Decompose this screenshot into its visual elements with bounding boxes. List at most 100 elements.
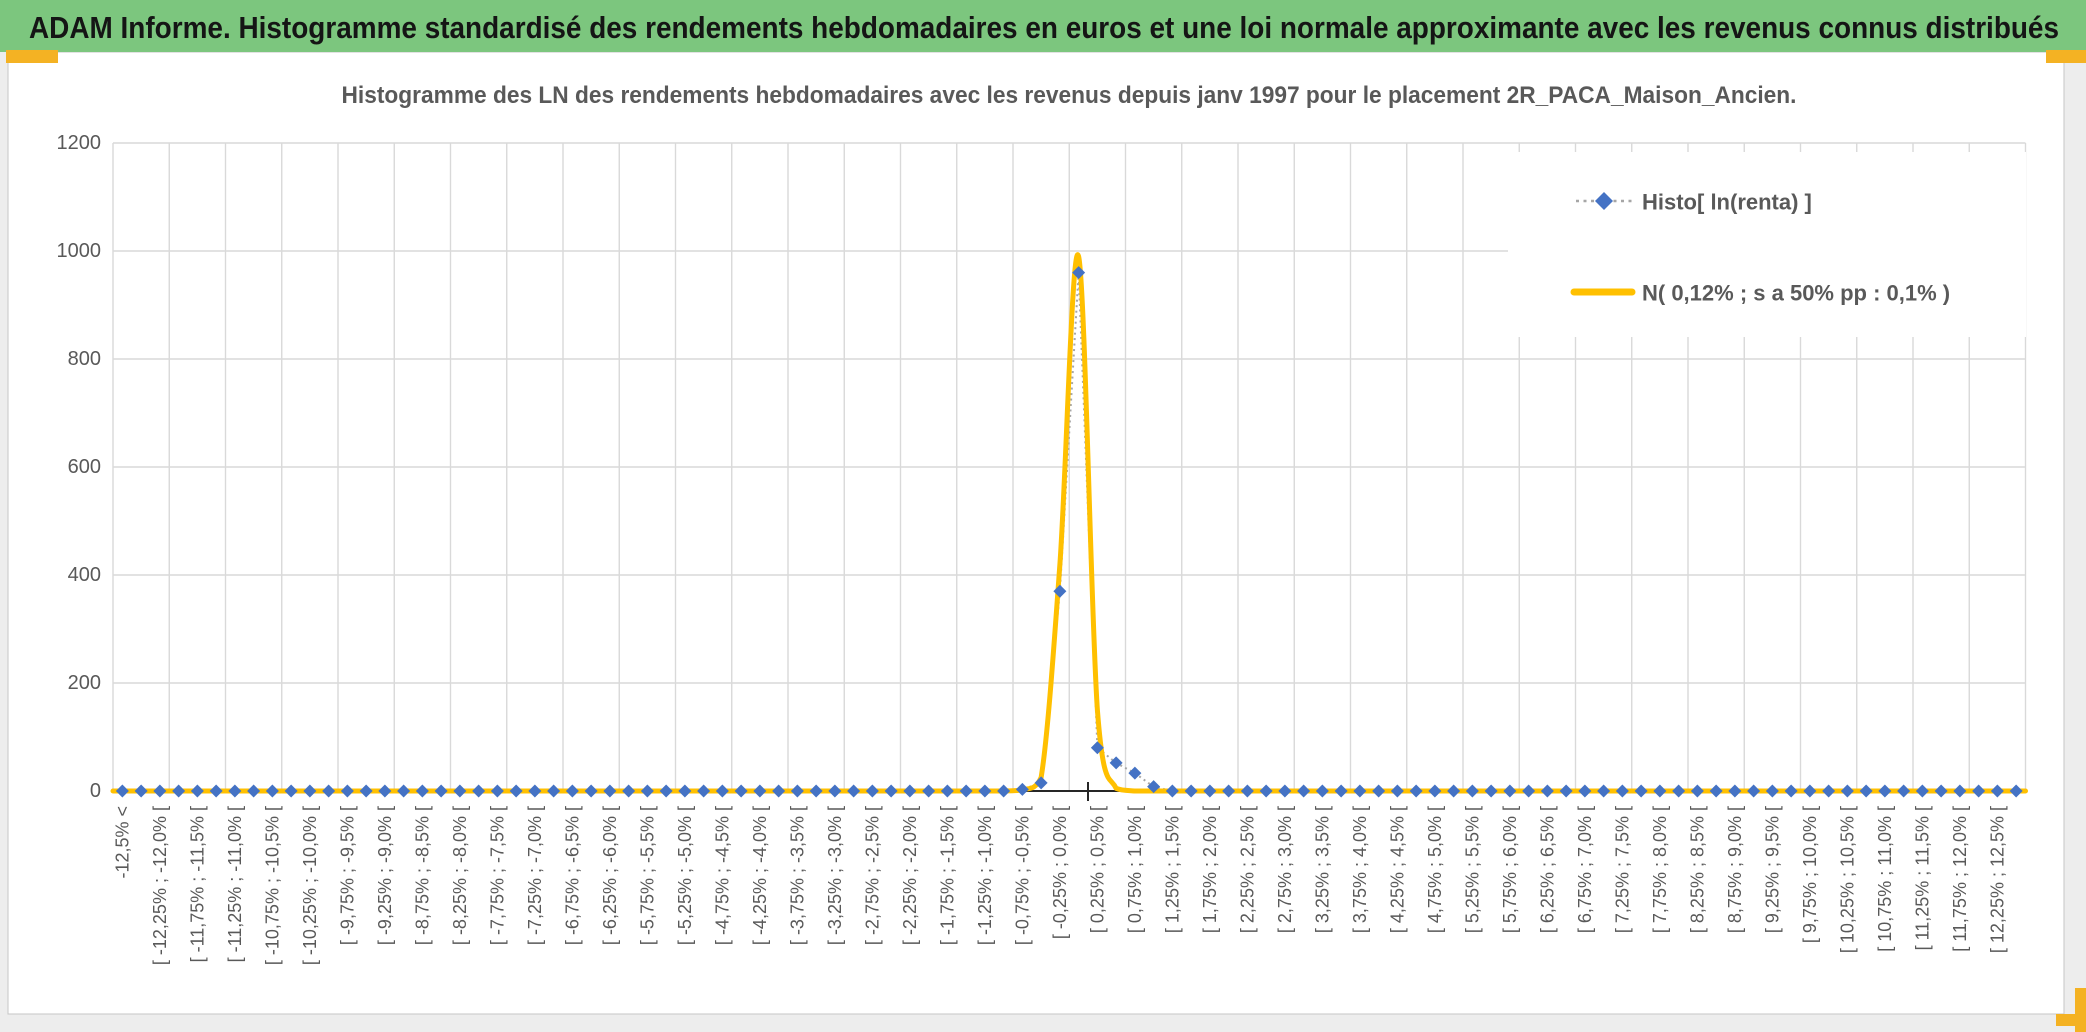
legend-entry-histo: Histo[ ln(renta) ] (1576, 190, 1812, 215)
x-axis-tick-label: [ -7,75% ; -7,5% [ (487, 806, 507, 945)
x-axis-tick-label: [ 9,75% ; 10,0% [ (1800, 806, 1820, 943)
histo-data-point (1540, 784, 1554, 798)
histo-data-point (1803, 784, 1817, 798)
histo-data-point (1334, 784, 1348, 798)
legend-label-histo: Histo[ ln(renta) ] (1642, 190, 1812, 215)
histo-data-point (565, 784, 579, 798)
histo-data-point (1972, 784, 1986, 798)
histo-data-point (790, 784, 804, 798)
histo-data-point (884, 784, 898, 798)
histo-data-point (1672, 784, 1686, 798)
x-axis-tick-label: [ 7,25% ; 7,5% [ (1612, 806, 1632, 933)
histo-data-point (1072, 266, 1086, 280)
histo-data-point (1015, 782, 1029, 796)
x-axis-tick-label: [ -11,25% ; -11,0% [ (225, 806, 245, 962)
histo-data-point (997, 784, 1011, 798)
x-axis-tick-label: [ -2,75% ; -2,5% [ (862, 806, 882, 945)
histo-data-point (528, 784, 542, 798)
x-axis-tick-label: [ -0,25% ; 0,0% [ (1050, 806, 1070, 939)
histo-data-point (547, 784, 561, 798)
histo-data-point (265, 784, 279, 798)
x-axis-tick-label: [ 3,75% ; 4,0% [ (1350, 806, 1370, 933)
accent-corner-bottom-right-horizontal (2056, 1014, 2086, 1026)
histo-data-point (1053, 584, 1067, 598)
histo-data-point (1784, 784, 1798, 798)
x-axis-tick-label: [ 3,25% ; 3,5% [ (1312, 806, 1332, 933)
histo-data-point (940, 784, 954, 798)
histo-data-point (1240, 784, 1254, 798)
histo-data-point (1859, 784, 1873, 798)
histo-data-point (1522, 784, 1536, 798)
x-axis-tick-label: [ 0,25% ; 0,5% [ (1087, 806, 1107, 933)
x-axis-tick-label: [ 8,75% ; 9,0% [ (1725, 806, 1745, 933)
histo-data-point (734, 784, 748, 798)
histo-data-point (584, 784, 598, 798)
histo-data-point (1465, 784, 1479, 798)
x-axis-tick-label: [ -8,75% ; -8,5% [ (412, 806, 432, 945)
y-axis-tick-label: 800 (68, 348, 101, 370)
histo-data-point (1484, 784, 1498, 798)
histo-data-point (678, 784, 692, 798)
histo-data-point (378, 784, 392, 798)
histo-data-point (1372, 784, 1386, 798)
histo-data-point (1953, 784, 1967, 798)
y-axis-tick-label: 600 (68, 456, 101, 478)
histo-data-point (397, 784, 411, 798)
chart-title: Histogramme des LN des rendements hebdom… (342, 82, 1797, 109)
x-axis-tick-label: [ -5,75% ; -5,5% [ (637, 806, 657, 945)
histo-data-point (809, 784, 823, 798)
histo-data-point (847, 784, 861, 798)
histo-data-point (1128, 766, 1142, 780)
histo-data-point (1390, 784, 1404, 798)
x-axis-tick-label: [ 11,75% ; 12,0% [ (1950, 806, 1970, 952)
histo-data-point (453, 784, 467, 798)
x-axis-tick-label: [ 7,75% ; 8,0% [ (1650, 806, 1670, 933)
histo-data-point (828, 784, 842, 798)
x-axis-tick-label: [ 11,25% ; 11,5% [ (1912, 806, 1932, 950)
x-axis-tick-label: [ -5,25% ; -5,0% [ (675, 806, 695, 945)
histo-data-point (659, 784, 673, 798)
histo-data-point (978, 784, 992, 798)
histo-data-point (697, 784, 711, 798)
x-axis-tick-label: [ 1,25% ; 1,5% [ (1162, 806, 1182, 933)
x-axis-tick-label: [ 1,75% ; 2,0% [ (1200, 806, 1220, 933)
legend-entry-normal: N( 0,12% ; s a 50% pp : 0,1% ) (1570, 281, 1950, 306)
histo-data-point (715, 784, 729, 798)
legend-label-normal: N( 0,12% ; s a 50% pp : 0,1% ) (1642, 281, 1950, 306)
x-axis-tick-label: [ 12,25% ; 12,5% [ (1987, 806, 2007, 953)
histo-data-point (1090, 741, 1104, 755)
x-axis-tick-label: [ 2,75% ; 3,0% [ (1275, 806, 1295, 933)
histo-data-point (2009, 784, 2023, 798)
histo-data-point (228, 784, 242, 798)
histo-data-point (1578, 784, 1592, 798)
histo-data-point (1109, 756, 1123, 770)
histo-data-point (1634, 784, 1648, 798)
x-axis-tick-label: [ -1,75% ; -1,5% [ (937, 806, 957, 945)
histo-data-point (1559, 784, 1573, 798)
histo-data-point (1765, 784, 1779, 798)
histo-data-point (1653, 784, 1667, 798)
histo-data-point (753, 784, 767, 798)
histo-data-point (172, 784, 186, 798)
histo-data-point (1165, 784, 1179, 798)
histo-data-point (1822, 784, 1836, 798)
histo-data-point (865, 784, 879, 798)
accent-corner-bottom-right-vertical (2075, 988, 2086, 1032)
y-axis-tick-label: 400 (68, 564, 101, 586)
chart-legend[interactable]: Histo[ ln(renta) ] N( 0,12% ; s a 50% pp… (1508, 152, 2026, 337)
histo-data-point (603, 784, 617, 798)
histo-data-point (415, 784, 429, 798)
histo-data-point (209, 784, 223, 798)
histo-data-point (153, 784, 167, 798)
x-axis-tick-label: -12,5% < (112, 806, 132, 879)
x-axis-tick-label: [ 4,25% ; 4,5% [ (1387, 806, 1407, 933)
histo-data-point (1203, 784, 1217, 798)
histo-data-point (1447, 784, 1461, 798)
histo-data-point (1728, 784, 1742, 798)
histo-data-point (1222, 784, 1236, 798)
histo-data-point (1259, 784, 1273, 798)
histo-data-point (490, 784, 504, 798)
histo-data-point (922, 784, 936, 798)
histo-data-point (509, 784, 523, 798)
